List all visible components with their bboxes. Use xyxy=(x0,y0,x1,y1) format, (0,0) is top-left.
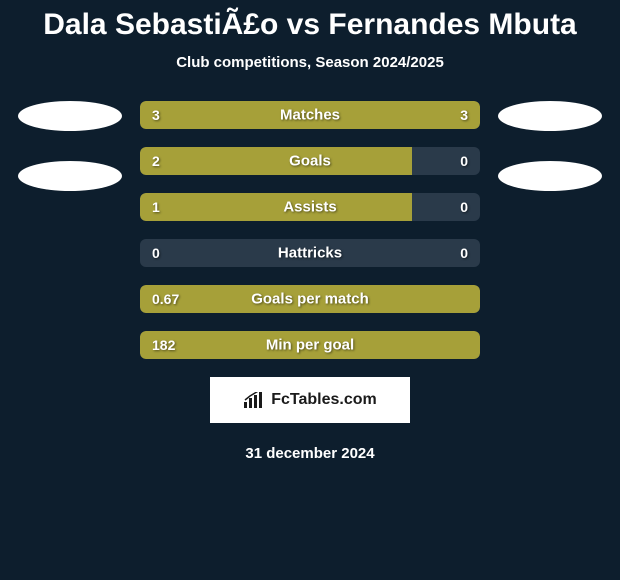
stat-value-left: 182 xyxy=(152,337,175,353)
page-subtitle: Club competitions, Season 2024/2025 xyxy=(0,54,620,71)
stat-bar-row: 0.67 Goals per match xyxy=(140,285,480,313)
player-avatar-placeholder xyxy=(498,101,602,131)
stat-label: Goals xyxy=(289,153,331,170)
stat-bar-row: 0 Hattricks 0 xyxy=(140,239,480,267)
comparison-container: Dala SebastiÃ£o vs Fernandes Mbuta Club … xyxy=(0,0,620,462)
logo-text: FcTables.com xyxy=(271,391,377,409)
stat-bar-row: 2 Goals 0 xyxy=(140,147,480,175)
bar-fill-left xyxy=(140,193,412,221)
stat-bar-row: 3 Matches 3 xyxy=(140,101,480,129)
player-avatar-placeholder xyxy=(498,161,602,191)
fctables-logo[interactable]: FcTables.com xyxy=(210,377,410,423)
stat-label: Min per goal xyxy=(266,337,354,354)
stat-value-right: 3 xyxy=(460,107,468,123)
stat-bars-column: 3 Matches 3 2 Goals 0 1 Assists 0 0 Hattricks 0 0.67… xyxy=(140,101,480,359)
player-avatar-placeholder xyxy=(18,161,122,191)
stats-area: 3 Matches 3 2 Goals 0 1 Assists 0 0 Hattricks 0 0.67… xyxy=(0,101,620,359)
left-player-avatars xyxy=(18,101,122,191)
stat-value-left: 2 xyxy=(152,153,160,169)
date-text: 31 december 2024 xyxy=(0,445,620,462)
stat-label: Assists xyxy=(283,199,336,216)
stat-value-left: 1 xyxy=(152,199,160,215)
stat-bar-row: 182 Min per goal xyxy=(140,331,480,359)
stat-value-left: 3 xyxy=(152,107,160,123)
stat-label: Matches xyxy=(280,107,340,124)
stat-value-right: 0 xyxy=(460,245,468,261)
stat-value-right: 0 xyxy=(460,153,468,169)
stat-label: Goals per match xyxy=(251,291,369,308)
player-avatar-placeholder xyxy=(18,101,122,131)
stat-bar-row: 1 Assists 0 xyxy=(140,193,480,221)
page-title: Dala SebastiÃ£o vs Fernandes Mbuta xyxy=(0,8,620,42)
stat-value-left: 0 xyxy=(152,245,160,261)
bar-fill-left xyxy=(140,147,412,175)
chart-icon xyxy=(243,392,265,408)
stat-value-right: 0 xyxy=(460,199,468,215)
stat-label: Hattricks xyxy=(278,245,342,262)
right-player-avatars xyxy=(498,101,602,191)
stat-value-left: 0.67 xyxy=(152,291,179,307)
